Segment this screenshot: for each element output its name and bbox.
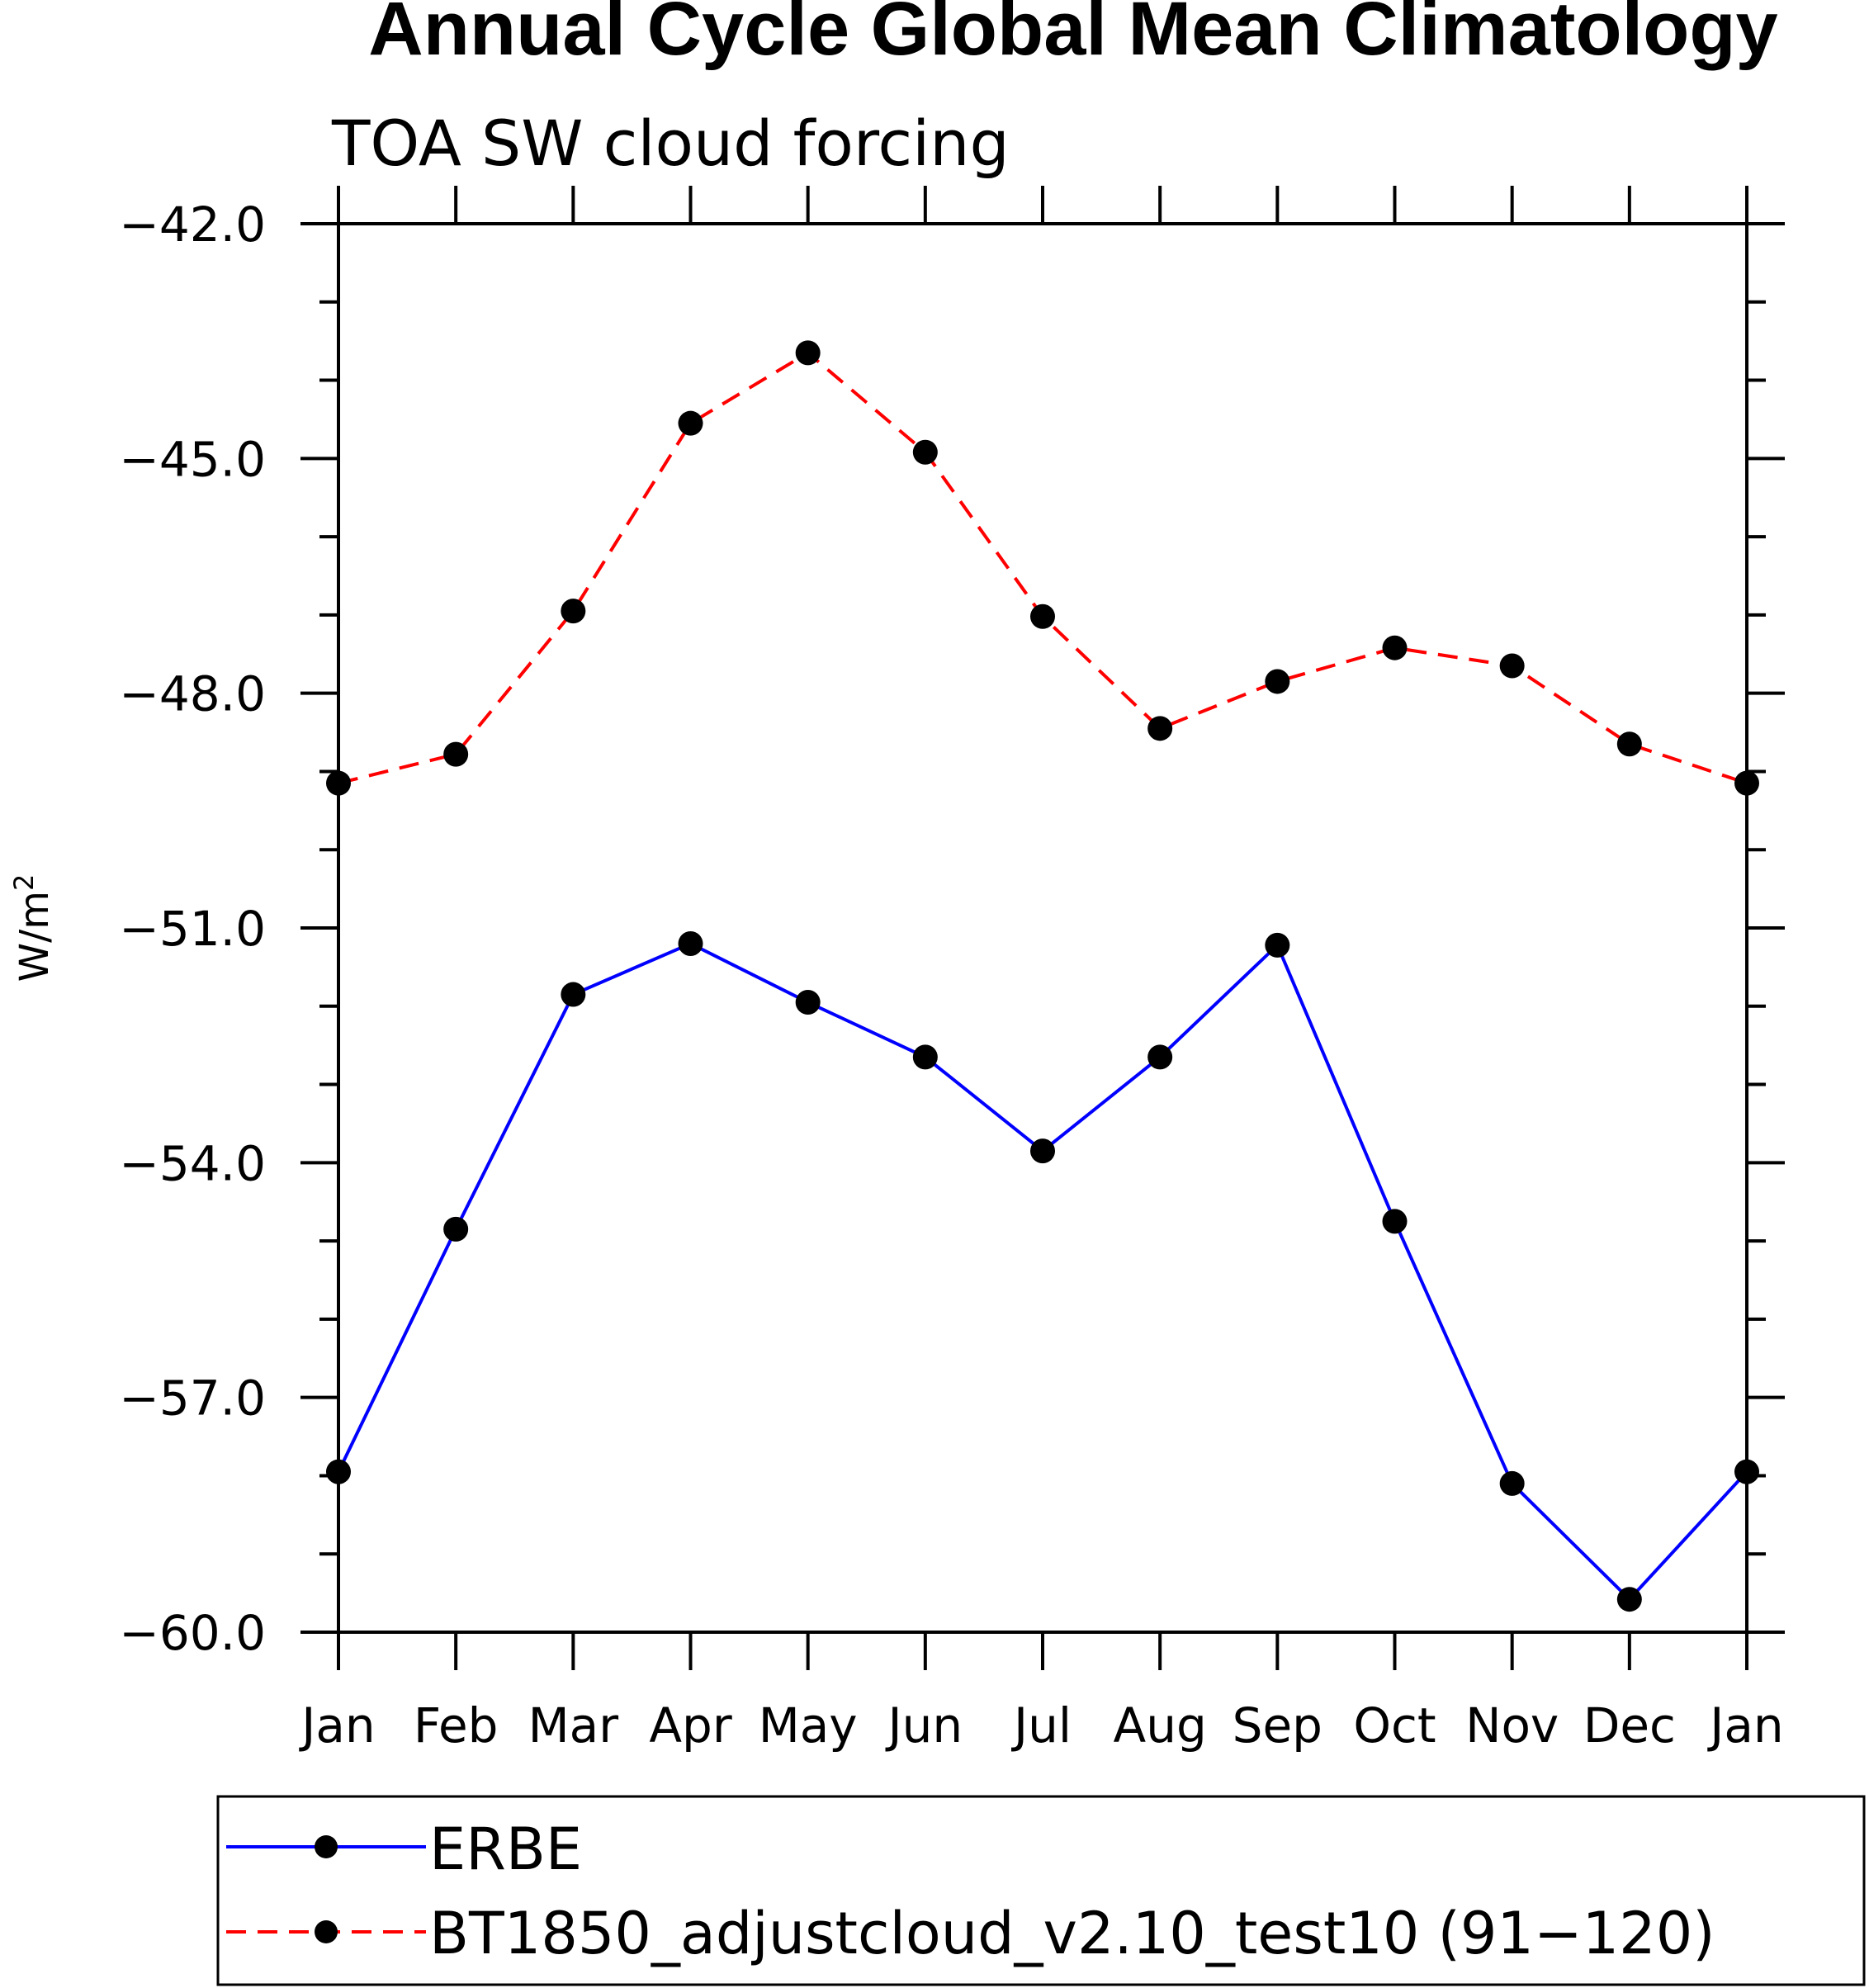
x-tick-label: Jun	[886, 1697, 963, 1754]
legend-label-bt1850: BT1850_adjustcloud_v2.10_test10 (91−120)	[429, 1900, 1715, 1967]
legend-box	[216, 1795, 1866, 1986]
y-tick-label: −42.0	[119, 196, 266, 253]
data-point-series-1	[443, 741, 469, 767]
series-line-0	[337, 941, 1748, 1602]
data-point-series-0	[1030, 1138, 1055, 1164]
legend-label-erbe: ERBE	[429, 1815, 582, 1883]
y-tick-label: −54.0	[119, 1135, 266, 1191]
series-line-1	[338, 350, 1748, 785]
y-tick-label: −51.0	[119, 901, 266, 957]
data-point-series-1	[1616, 731, 1642, 757]
data-point-series-0	[678, 930, 703, 956]
data-point-series-0	[561, 982, 586, 1007]
x-tick-label: Jan	[1707, 1697, 1783, 1754]
legend-marker-erbe	[315, 1835, 338, 1858]
data-point-series-1	[1147, 716, 1173, 741]
data-point-series-0	[443, 1216, 469, 1242]
x-tick-label: Aug	[1114, 1697, 1207, 1754]
data-point-series-0	[1616, 1587, 1642, 1612]
y-tick-label: −48.0	[119, 666, 266, 722]
x-tick-label: Nov	[1465, 1697, 1559, 1754]
data-point-series-1	[1499, 653, 1525, 679]
data-point-series-0	[1147, 1044, 1173, 1070]
axis-ticks	[300, 186, 1785, 1670]
data-point-series-1	[1382, 635, 1408, 660]
x-tick-label: Mar	[528, 1697, 619, 1754]
x-tick-label: Jul	[1011, 1697, 1072, 1754]
data-point-series-0	[1499, 1470, 1525, 1496]
legend-marker-bt1850	[315, 1920, 338, 1943]
data-point-series-1	[1265, 669, 1290, 694]
series-layer	[326, 340, 1759, 1612]
data-point-series-0	[795, 990, 821, 1015]
x-tick-label: Apr	[649, 1697, 731, 1754]
data-point-series-1	[912, 439, 938, 465]
x-tick-label: Jan	[299, 1697, 375, 1754]
chart-subtitle: TOA SW cloud forcing	[331, 106, 1010, 180]
data-point-series-1	[795, 340, 821, 366]
plot-frame	[337, 222, 1748, 1634]
y-tick-label: −45.0	[119, 431, 266, 487]
data-point-series-0	[1265, 932, 1290, 958]
data-point-series-1	[678, 410, 703, 436]
data-point-series-0	[912, 1044, 938, 1070]
data-point-series-1	[1030, 604, 1055, 629]
x-tick-label: Dec	[1583, 1697, 1676, 1754]
y-axis-label: W/m2	[8, 874, 58, 982]
chart-title: Annual Cycle Global Mean Climatology	[368, 0, 1777, 71]
y-tick-label: −60.0	[119, 1605, 266, 1661]
data-point-series-1	[561, 599, 586, 624]
x-tick-label: Sep	[1233, 1697, 1322, 1754]
x-tick-label: May	[759, 1697, 858, 1754]
legend: ERBE BT1850_adjustcloud_v2.10_test10 (91…	[216, 1795, 1866, 1986]
x-tick-label: Feb	[414, 1697, 499, 1754]
data-point-series-0	[1382, 1209, 1408, 1234]
y-axis-label-superscript: 2	[8, 874, 40, 891]
tick-labels: Jan Feb Mar Apr May Jun Jul Aug Sep Oct Nov Dec Jan−…	[119, 196, 1783, 1754]
y-axis-label-base: W/m	[12, 891, 58, 982]
y-tick-label: −57.0	[119, 1370, 266, 1427]
x-tick-label: Oct	[1353, 1697, 1436, 1754]
